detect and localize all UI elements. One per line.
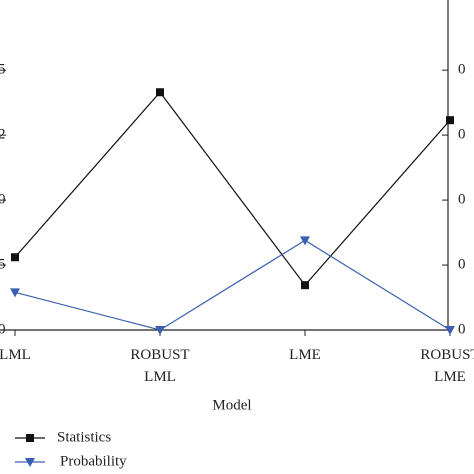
- legend-label: Probability: [60, 453, 127, 469]
- marker: [446, 116, 454, 125]
- y2-tick-label: 0: [458, 127, 466, 143]
- marker: [10, 288, 20, 298]
- y-tick-label: 2: [0, 127, 6, 143]
- x-tick-label: ROBUST LME: [420, 347, 474, 385]
- marker: [25, 458, 35, 467]
- series-line: [14, 91, 451, 287]
- y-tick-label: 0: [0, 321, 6, 337]
- y2-tick-label: 0: [458, 192, 466, 208]
- y2-tick-label: 0: [458, 62, 466, 78]
- y-tick-label: 0: [0, 192, 6, 208]
- y-tick-label: 5: [0, 256, 6, 272]
- marker: [156, 88, 164, 97]
- legend-label: Statistics: [57, 429, 111, 445]
- marker: [300, 236, 310, 246]
- y2-tick-label: 0: [458, 256, 466, 272]
- y-tick-label: 5: [0, 62, 6, 78]
- x-tick-label: LML: [0, 347, 31, 363]
- x-tick-label: LME: [289, 347, 321, 363]
- x-tick-label: ROBUST LML: [130, 347, 190, 385]
- marker: [11, 253, 19, 262]
- series-line: [14, 239, 451, 331]
- marker: [445, 326, 455, 335]
- marker: [301, 281, 309, 290]
- y2-tick-label: 0: [458, 321, 466, 337]
- x-axis-label: Model: [212, 397, 251, 413]
- marker: [155, 326, 165, 335]
- marker: [26, 434, 34, 442]
